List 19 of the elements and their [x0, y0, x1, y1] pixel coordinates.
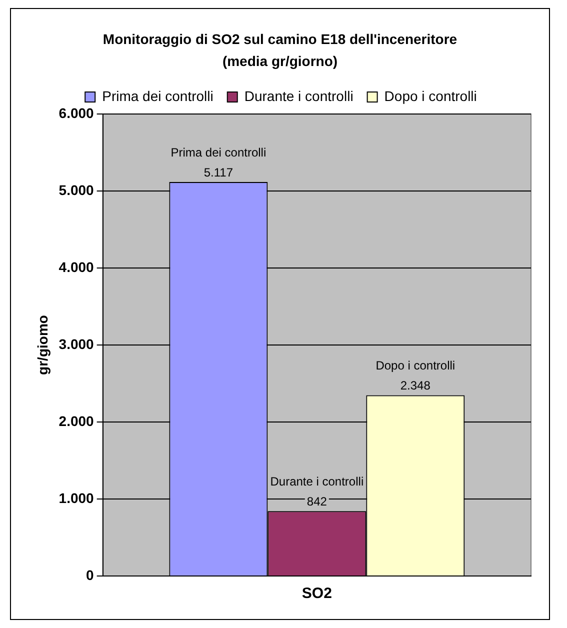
- y-tick-label: 4.000: [58, 258, 94, 275]
- y-tick-label: 6.000: [58, 104, 94, 121]
- text: Prima dei controlli: [170, 145, 266, 160]
- y-tick-label: 5.000: [58, 182, 94, 198]
- legend-label: Dopo i controlli: [384, 88, 477, 104]
- text: Durante i controlli: [270, 474, 364, 488]
- legend-label: Prima dei controlli: [102, 88, 214, 104]
- y-axis-title: gr/giomo: [34, 315, 50, 375]
- y-tick-label: 2.000: [58, 412, 94, 429]
- data-label: 5.117: [204, 165, 234, 180]
- data-label: 2.348: [400, 378, 431, 393]
- y-tick-label: 0: [86, 566, 94, 583]
- text: Dopo i controlli: [376, 358, 456, 373]
- chart-title: Monitoraggio di SO2 sul camino E18 dell'inceneritore (media gr/giorno): [102, 30, 458, 71]
- y-tick-label: 1.000: [58, 490, 94, 506]
- y-tick-label: 3.000: [58, 336, 94, 352]
- legend-label: Durante i controlli: [244, 88, 354, 104]
- data-label: 842: [306, 494, 328, 508]
- x-tick-label: SO2: [302, 585, 332, 602]
